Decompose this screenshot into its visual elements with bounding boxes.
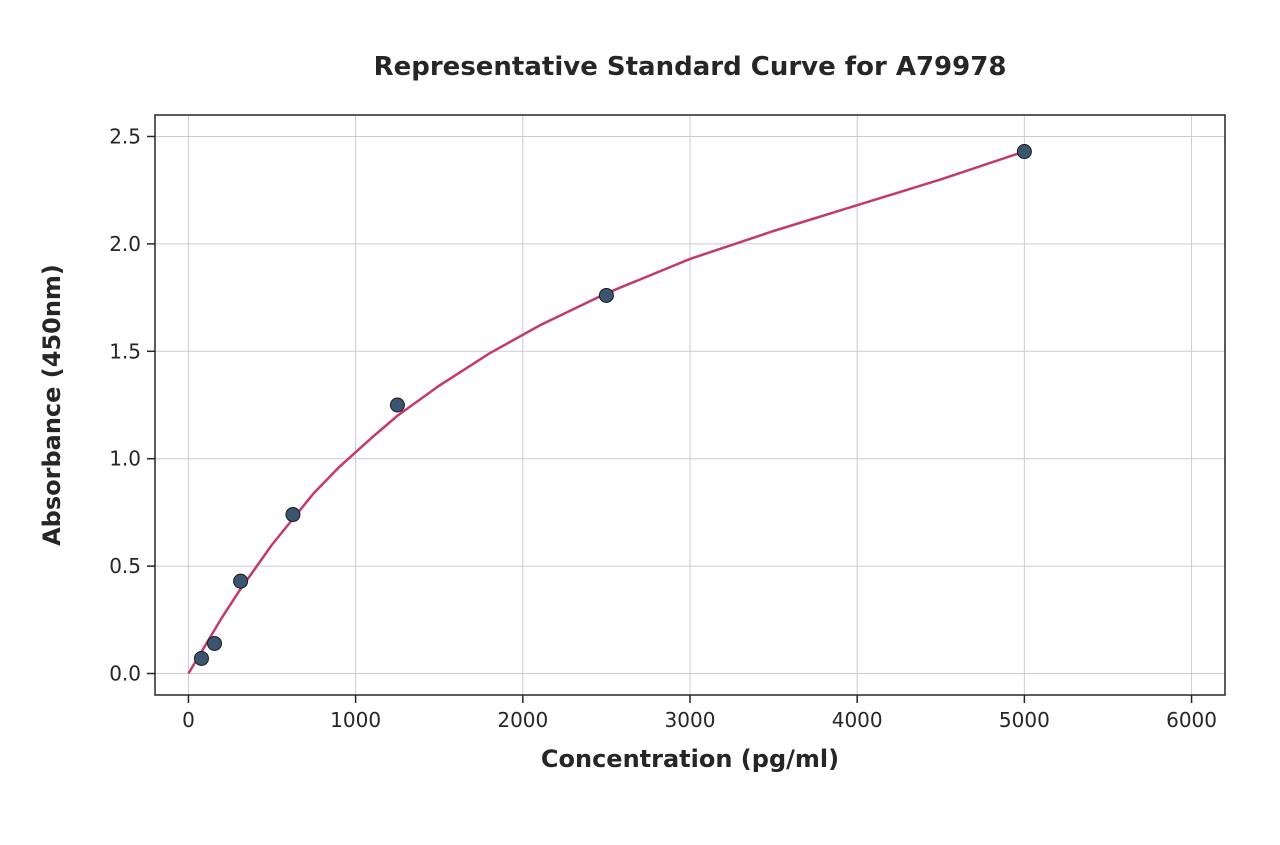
data-point — [286, 508, 300, 522]
x-tick-label: 1000 — [330, 708, 381, 732]
data-point — [194, 651, 208, 665]
data-point — [208, 636, 222, 650]
data-point — [390, 398, 404, 412]
y-tick-label: 2.0 — [109, 232, 141, 256]
x-tick-label: 6000 — [1166, 708, 1217, 732]
y-tick-label: 2.5 — [109, 124, 141, 148]
y-tick-label: 1.0 — [109, 447, 141, 471]
x-tick-label: 4000 — [832, 708, 883, 732]
chart-container: Representative Standard Curve for A79978… — [0, 0, 1280, 845]
data-point — [1017, 145, 1031, 159]
x-axis-label: Concentration (pg/ml) — [541, 745, 839, 773]
data-point — [234, 574, 248, 588]
y-tick-label: 0.5 — [109, 554, 141, 578]
data-point — [599, 288, 613, 302]
y-axis-label: Absorbance (450nm) — [38, 264, 66, 546]
x-tick-label: 0 — [182, 708, 195, 732]
x-tick-label: 2000 — [497, 708, 548, 732]
standard-curve-chart: Representative Standard Curve for A79978… — [0, 0, 1280, 845]
y-tick-label: 1.5 — [109, 339, 141, 363]
x-tick-label: 5000 — [999, 708, 1050, 732]
x-tick-label: 3000 — [665, 708, 716, 732]
y-tick-label: 0.0 — [109, 662, 141, 686]
chart-title: Representative Standard Curve for A79978 — [374, 52, 1007, 82]
